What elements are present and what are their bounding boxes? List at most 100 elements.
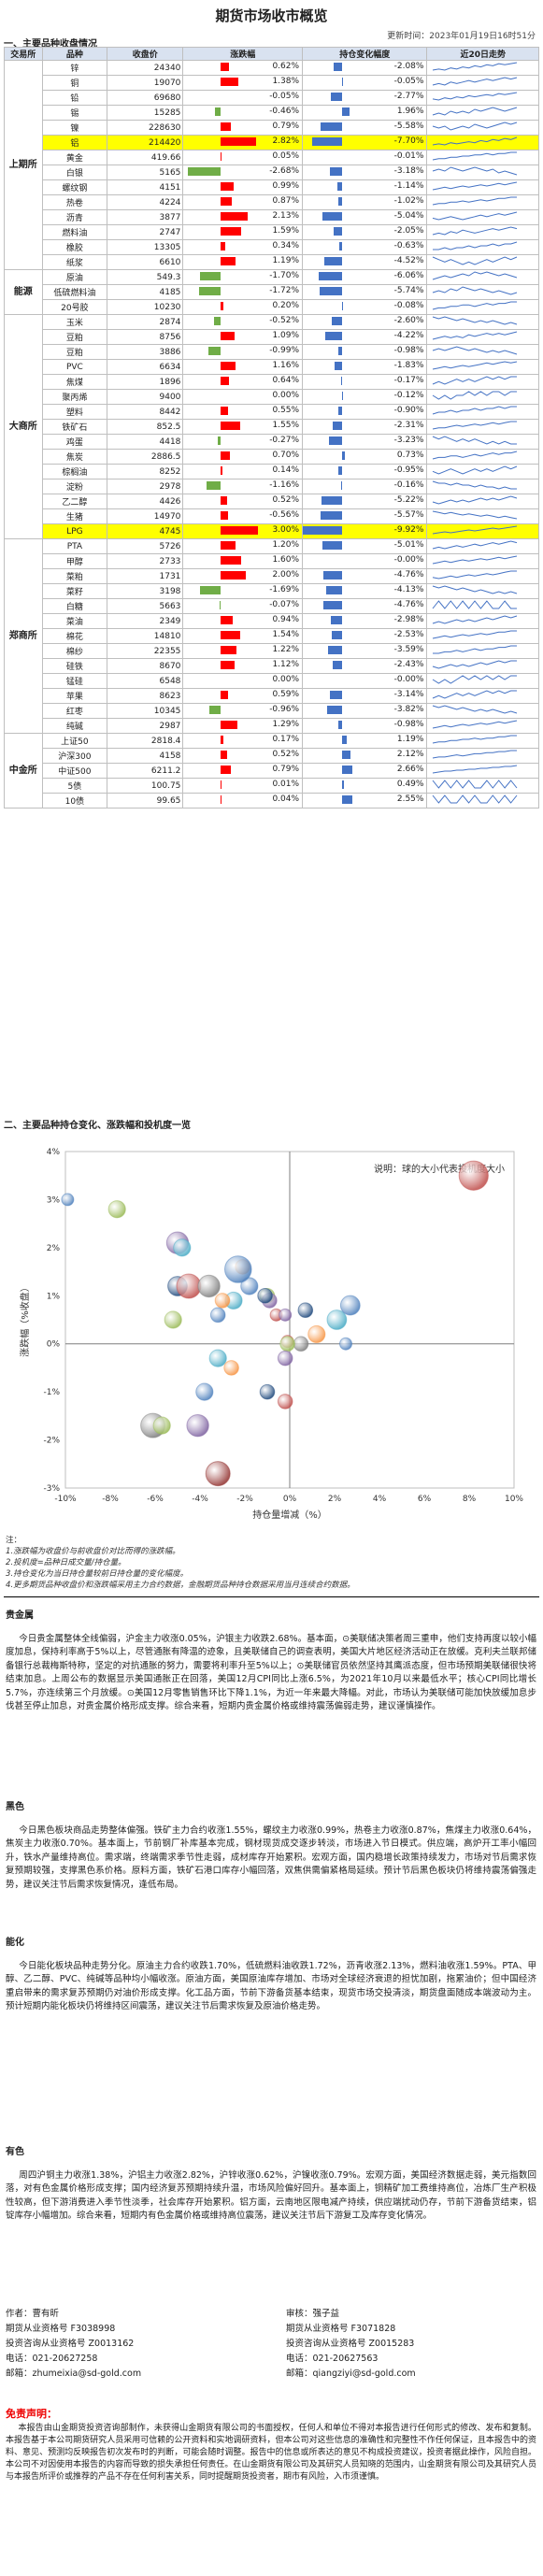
table-row: 大商所 玉米 2874 -0.52% -2.60%: [4, 314, 539, 539]
trend-cell: [426, 748, 539, 764]
trend-line: [433, 495, 518, 505]
scatter-point: [326, 1309, 348, 1330]
scatter-point: [277, 1350, 293, 1367]
trend-cell: [426, 344, 539, 360]
price-cell: 6634: [107, 359, 184, 375]
position-label: 0.49%: [396, 780, 424, 789]
scatter-point: [164, 1310, 182, 1329]
trend-sparkline: [433, 331, 518, 340]
position-bar: [319, 287, 343, 295]
price-cell: 4224: [107, 194, 184, 210]
section-1-title: 一、主要品种收盘情况: [4, 39, 97, 50]
position-bar: [329, 436, 343, 445]
change-bar: [221, 631, 240, 639]
table-row: 沥青 3877 2.13% -5.04%: [5, 209, 539, 225]
change-cell: 2.00%: [182, 568, 304, 584]
trend-sparkline: [433, 600, 518, 609]
change-cell: 0.64%: [182, 374, 304, 390]
position-bar: [320, 122, 343, 131]
scatter-point: [339, 1295, 361, 1316]
position-bar: [337, 347, 343, 355]
position-label: -0.17%: [393, 376, 424, 385]
position-cell: -3.82%: [302, 703, 428, 719]
position-bar: [342, 780, 345, 789]
table-row: 豆粕 8756 1.09% -4.22%: [5, 329, 539, 345]
reviewer-email[interactable]: 邮箱：qiangziyi@sd-gold.com: [286, 2368, 416, 2379]
change-label: -1.16%: [269, 480, 300, 490]
position-bar: [318, 272, 343, 280]
disclaimer-heading: 免责声明：: [6, 2408, 57, 2420]
contact-info: 作者：曹有昕 期货从业资格号 F3038998 投资咨询从业资格号 Z00131…: [6, 2307, 536, 2391]
change-label: 1.38%: [272, 77, 300, 86]
reviewer-contact: 审核：强子益 期货从业资格号 F3071828 投资咨询从业资格号 Z00152…: [286, 2307, 416, 2382]
change-cell: 1.38%: [182, 75, 304, 91]
name-cell: 原油: [41, 269, 108, 285]
name-cell: 锰硅: [41, 673, 108, 689]
position-cell: 1.96%: [302, 105, 428, 121]
trend-sparkline: [433, 451, 518, 460]
x-tick-label: 4%: [373, 1495, 387, 1504]
trend-sparkline: [433, 421, 518, 430]
change-cell: 0.34%: [182, 239, 304, 255]
trend-cell: [426, 598, 539, 614]
name-cell: 锌: [41, 60, 108, 76]
position-label: -2.43%: [393, 660, 424, 669]
y-tick-label: -1%: [43, 1388, 60, 1397]
trend-line: [433, 256, 518, 265]
scatter-point: [240, 1277, 259, 1295]
y-tick-label: -3%: [43, 1484, 60, 1494]
position-bar: [303, 526, 343, 535]
position-label: -0.12%: [393, 391, 424, 400]
trend-cell: [426, 314, 539, 330]
trend-sparkline: [433, 122, 518, 131]
change-cell: 0.52%: [182, 494, 304, 509]
x-tick-label: 8%: [463, 1495, 477, 1504]
trend-cell: [426, 194, 539, 210]
trend-cell: [426, 793, 539, 809]
change-cell: 0.00%: [182, 673, 304, 689]
position-bar: [326, 706, 343, 714]
change-label: 1.19%: [272, 256, 300, 265]
table-row: 豆粕 3886 -0.99% -0.98%: [5, 344, 539, 360]
position-bar: [341, 392, 343, 400]
author-name: 作者：曹有昕: [6, 2309, 60, 2319]
trend-cell: [426, 90, 539, 106]
name-cell: 苹果: [41, 688, 108, 704]
position-cell: -2.53%: [302, 628, 428, 644]
price-cell: 2978: [107, 479, 184, 494]
position-cell: -0.90%: [302, 404, 428, 420]
position-bar: [338, 466, 343, 475]
trend-sparkline: [433, 181, 518, 191]
trend-line: [433, 510, 518, 520]
position-bar: [323, 601, 343, 609]
x-tick-label: 6%: [418, 1495, 432, 1504]
position-bar: [339, 242, 343, 250]
change-label: 0.05%: [272, 151, 300, 161]
position-bar: [332, 317, 343, 325]
trend-cell: [426, 374, 539, 390]
change-cell: 2.13%: [182, 209, 304, 225]
scatter-point: [293, 1336, 309, 1352]
price-cell: 5165: [107, 165, 184, 180]
trend-sparkline: [433, 660, 518, 669]
trend-sparkline: [433, 720, 518, 729]
trend-cell: [426, 553, 539, 569]
name-cell: 硅铁: [41, 658, 108, 674]
trend-sparkline: [433, 794, 518, 804]
position-label: -0.16%: [393, 480, 424, 490]
table-row: 螺纹钢 4151 0.99% -1.14%: [5, 179, 539, 195]
price-cell: 19070: [107, 75, 184, 91]
change-label: -0.52%: [269, 316, 300, 325]
name-cell: 焦煤: [41, 374, 108, 390]
trend-sparkline: [433, 465, 518, 475]
divider: [4, 1596, 539, 1597]
trend-cell: [426, 60, 539, 76]
exchange-cell: 中金所: [4, 733, 43, 809]
price-cell: 69680: [107, 90, 184, 106]
scatter-point: [208, 1349, 227, 1367]
note-2: 2.投机度=品种日成交量/持仓量。: [6, 1558, 126, 1567]
author-email[interactable]: 邮箱：zhumeixia@sd-gold.com: [6, 2368, 142, 2379]
change-bar: [221, 182, 234, 191]
trend-sparkline: [433, 271, 518, 280]
trend-cell: [426, 120, 539, 136]
